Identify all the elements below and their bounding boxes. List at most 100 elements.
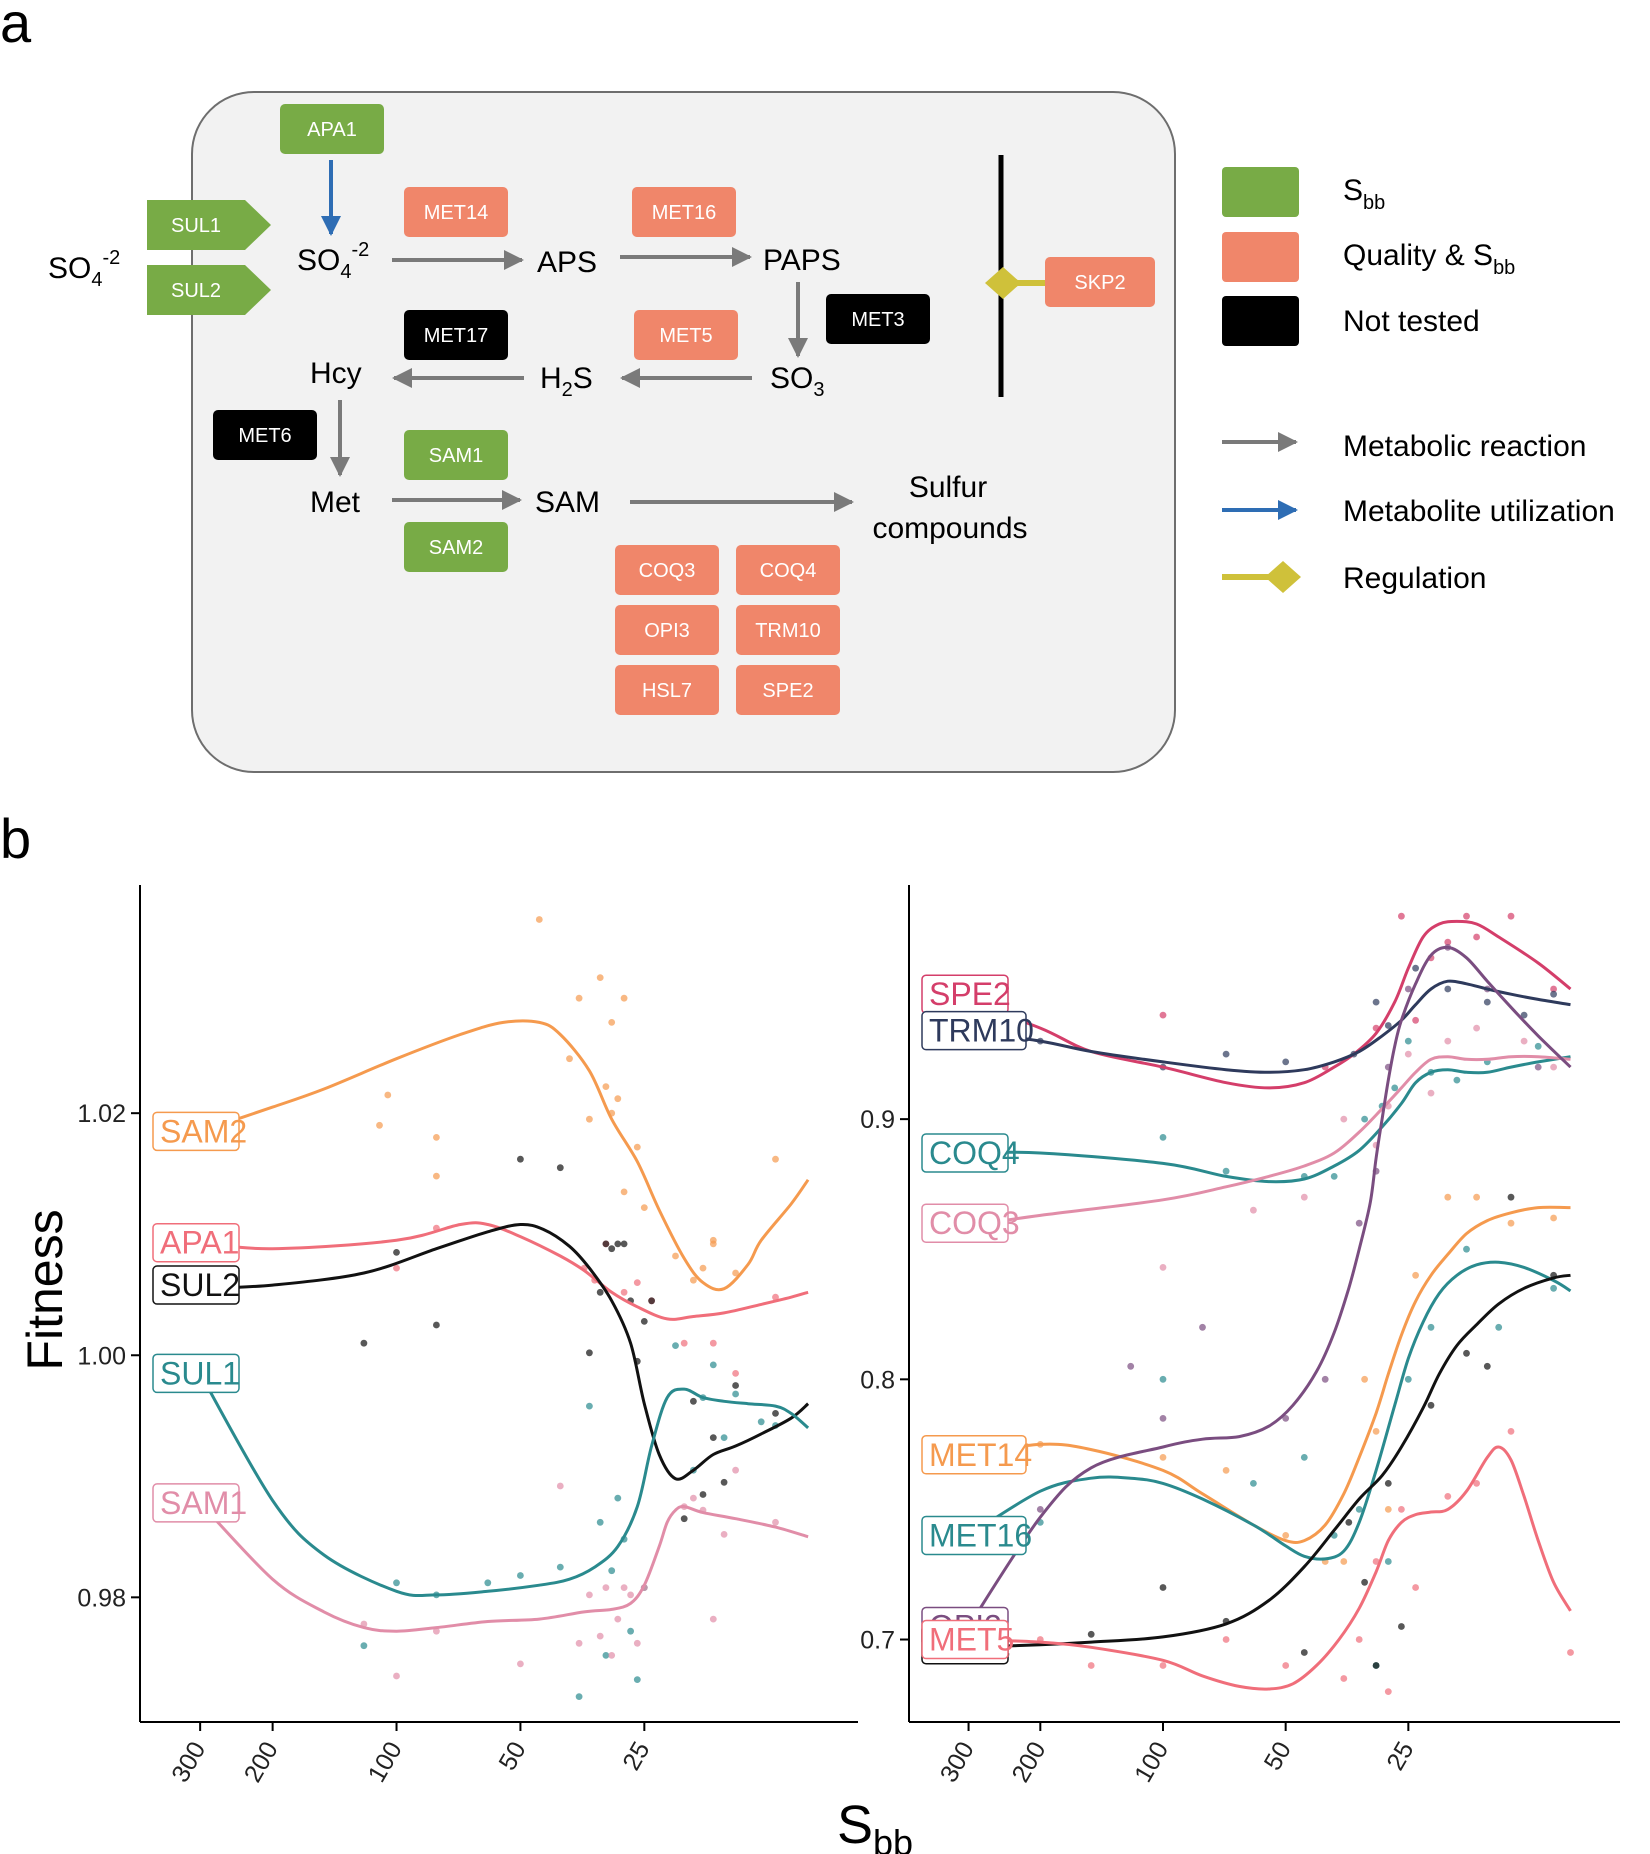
point-sul1 [614, 1494, 622, 1502]
point-spe2 [1159, 1011, 1167, 1019]
point-skp2 [1345, 1519, 1353, 1526]
point-spe2 [1463, 912, 1470, 920]
point-coq3 [1473, 1024, 1480, 1032]
legend-label-sbb: Sbb [1343, 174, 1385, 214]
point-skp2 [1361, 1578, 1368, 1586]
gene-label: SPE2 [762, 680, 813, 702]
point-sul2 [556, 1164, 564, 1172]
point-sul2 [393, 1249, 400, 1256]
legend: Sbb Quality & Sbb Not tested Metabolic r… [1222, 167, 1615, 595]
point-opi3 [1127, 1362, 1135, 1370]
gene-shape [826, 294, 930, 344]
label-text: APA1 [160, 1225, 239, 1261]
point-coq3 [1159, 1264, 1167, 1271]
point-sam1 [627, 1591, 634, 1599]
gene-box-trm10: TRM10 [736, 605, 840, 655]
label-box [921, 1515, 1027, 1556]
point-coq4 [1453, 1076, 1461, 1084]
point-sam1 [393, 1672, 400, 1680]
metabolite-so3: SO3 [770, 362, 824, 401]
point-coq3 [1340, 1115, 1348, 1123]
metabolite-so4: SO4-2 [297, 239, 369, 283]
label-box [152, 1483, 240, 1523]
gene-box-opi3: OPI3 [615, 605, 719, 655]
point-met14 [1412, 1271, 1419, 1279]
gene-box-met16: MET16 [632, 187, 736, 237]
gene-box-skp2: SKP2 [1045, 257, 1155, 307]
y-axis-title: Fitness [17, 1209, 73, 1370]
gene-shape [615, 545, 719, 595]
label-box [152, 1222, 240, 1263]
point-sam1 [556, 1482, 564, 1490]
point-sul1 [393, 1579, 400, 1587]
metabolite-paps: PAPS [763, 244, 841, 277]
x-tick-label: 100 [1129, 1737, 1174, 1787]
point-sul1 [633, 1676, 641, 1683]
point-met14 [1384, 1506, 1392, 1513]
point-met14 [1340, 1558, 1348, 1565]
gene-box-sam1: SAM1 [404, 430, 508, 480]
point-spe2 [1473, 933, 1480, 941]
point-sam2 [596, 974, 604, 981]
point-met14 [1550, 1214, 1557, 1222]
point-sam2 [672, 1252, 679, 1260]
point-sul1 [627, 1627, 634, 1635]
point-coq4 [1222, 1167, 1230, 1175]
gene-shape [1045, 257, 1155, 307]
point-sam2 [535, 916, 543, 923]
point-sam2 [433, 1134, 440, 1141]
point-sul2 [720, 1478, 728, 1486]
point-sam1 [608, 1652, 616, 1659]
x-axis-title: Sbb [837, 1795, 913, 1854]
point-met5 [1412, 1584, 1419, 1591]
gene-shape [634, 310, 738, 360]
point-coq4 [1361, 1115, 1368, 1123]
gene-box-met17: MET17 [404, 310, 508, 360]
label-text: TRM10 [929, 1013, 1034, 1049]
gene-boxes: APA1 SUL1 SUL2 MET14 MET16 MET3 MET17 MET5 MET6 S… [147, 104, 1155, 715]
series-line-spe2 [968, 919, 1572, 1090]
x-tick-label: 50 [1259, 1737, 1297, 1775]
x-tick-label: 300 [166, 1737, 211, 1787]
legend-label-quality: Quality & Sbb [1343, 239, 1515, 279]
gene-shape [736, 665, 840, 715]
gene-shape [736, 545, 840, 595]
point-apa1 [772, 1293, 779, 1301]
series-line-skp2 [968, 1273, 1571, 1649]
gene-box-spe2: SPE2 [736, 665, 840, 715]
point-sam2 [384, 1091, 392, 1099]
point-sul2 [614, 1240, 622, 1248]
series-label-sul2: SUL2 [152, 1265, 240, 1305]
point-trm10 [1550, 990, 1557, 998]
legend-swatch-quality [1222, 232, 1299, 282]
point-apa1 [620, 1288, 628, 1296]
reaction-arrows [330, 247, 854, 512]
point-trm10 [1412, 964, 1419, 972]
series-line-sam1 [199, 1501, 809, 1633]
point-met5 [1340, 1675, 1348, 1682]
point-trm10 [1282, 1058, 1290, 1066]
point-sul2 [648, 1297, 655, 1305]
legend-label-reaction: Metabolic reaction [1343, 430, 1586, 463]
point-coq3 [1250, 1206, 1257, 1214]
gene-label: COQ3 [639, 560, 696, 582]
gene-box-hsl7: HSL7 [615, 665, 719, 715]
point-met5 [1355, 1636, 1363, 1643]
gene-shape [404, 522, 508, 572]
gene-shape [280, 104, 384, 154]
label-box [921, 1203, 1009, 1243]
point-spe2 [1444, 938, 1452, 946]
point-sam1 [602, 1584, 610, 1591]
label-text: COQ3 [929, 1205, 1020, 1241]
series-line-met14 [968, 1205, 1571, 1545]
point-apa1 [709, 1339, 717, 1347]
point-trm10 [1222, 1050, 1230, 1058]
gene-label: MET5 [659, 325, 712, 347]
point-sam2 [699, 1264, 707, 1272]
external-sulfate: SO4-2 [48, 247, 120, 291]
point-sam1 [772, 1518, 779, 1526]
point-skp2 [1398, 1623, 1405, 1630]
point-sul2 [596, 1288, 604, 1296]
point-sam2 [586, 1115, 593, 1123]
